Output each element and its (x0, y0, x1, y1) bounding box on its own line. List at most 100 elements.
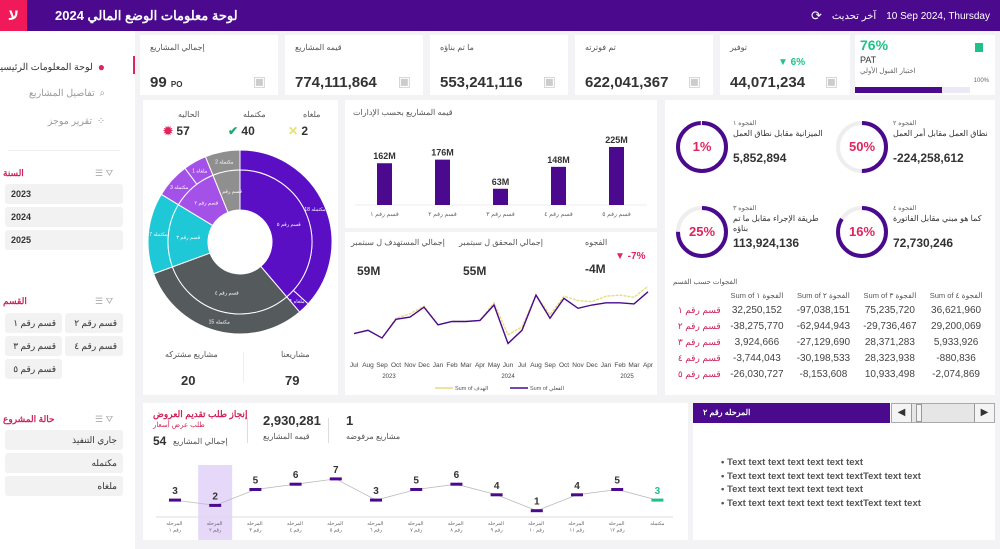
kpi-number: 622,041,367 (585, 74, 669, 91)
table-cell: -27,129,690 (796, 336, 851, 348)
gap-ring (836, 121, 888, 173)
check-circle-icon: ✔ (228, 124, 239, 138)
table-cell: 32,250,152 (731, 304, 782, 316)
filter-year-2023[interactable]: 2023 (5, 184, 123, 204)
kpi-title: توفير (730, 43, 748, 52)
status-value: 2 (301, 124, 309, 138)
x-tick-label: Oct (391, 362, 401, 369)
pie-chart-icon: ● (97, 60, 105, 74)
x-tick-label: Dec (418, 362, 430, 369)
sunburst-inner-segment-label: قسم رقم ٣ (176, 235, 200, 241)
gap-desc: الميزانية مقابل نطاق العمل (733, 129, 823, 138)
table-cell: -29,736,467 (863, 320, 917, 332)
target-value: 59M (357, 264, 381, 278)
filter-section-3[interactable]: قسم رقم ٣ (5, 336, 62, 356)
tender-title: إنجاز طلب تقديم العروض (153, 409, 248, 419)
x-tick-label: المرحله رقم ١١ (568, 521, 585, 534)
filter-status-completed[interactable]: مكتمله (5, 453, 123, 473)
stage-value-label: 7 (333, 465, 339, 476)
stage-marker (530, 509, 543, 513)
gap-ring (676, 121, 728, 173)
pat-card: 76% PAT اختبار القبول الأولي 100% (855, 35, 995, 95)
filter-year-2024[interactable]: 2024 (5, 207, 123, 227)
gap-table: Sum of الفجوة ١ Sum of الفجوة ٢ Sum of الف… (669, 289, 989, 382)
gear-icon: ✹ (163, 124, 174, 138)
kpi-number: 99 (150, 74, 167, 91)
kpi-value: 99 PO (150, 74, 182, 91)
stage-selector[interactable]: المرحله رقم ٢ (693, 403, 890, 423)
sunburst-outer-segment-label: مكتمله 15 (209, 319, 230, 325)
filter-clear-icon[interactable]: ☰ ⛛ (95, 296, 114, 306)
table-row: قسم رقم ٢ -38,275,770 -62,944,943 -29,736,4… (669, 318, 989, 334)
filter-status-in-progress[interactable]: جاري التنفيذ (5, 430, 123, 450)
refresh-icon[interactable]: ⟳ (810, 8, 822, 23)
table-cell: -26,030,727 (730, 368, 784, 380)
magnify-icon: ⌕ (99, 88, 105, 99)
gap-title: الفجوه ٤ (893, 205, 917, 212)
stage-marker (370, 498, 382, 502)
filter-year-2025[interactable]: 2025 (5, 230, 123, 250)
bar-value-label: 162M (373, 151, 396, 161)
sunburst-outer-segment-label: مكتمله 18 (304, 207, 325, 213)
crane-icon: ▣ (542, 73, 556, 89)
x-tick-label: المرحله رقم ٤ (287, 521, 304, 534)
nav-item-project-details[interactable]: ⌕ تفاصيل المشاريع (28, 88, 105, 99)
tender-total: 54 (153, 434, 167, 448)
filter-section-1[interactable]: قسم رقم ١ (5, 313, 62, 333)
tender-sub: طلب عرض أسعار (153, 422, 205, 429)
status-count: ✹ 57 (163, 124, 190, 138)
stage-value-label: 3 (655, 486, 661, 497)
scroll-right-icon[interactable]: ▶ (974, 404, 994, 422)
legend-label: Sum of الهدف (455, 385, 489, 392)
bar-value-label: 225M (605, 135, 628, 145)
sunburst-outer-segment-label: مكتمله 2 (215, 160, 234, 166)
gap-desc: طريقة الإجراء مقابل ما تم بناؤه (733, 214, 819, 233)
stage-value-label: 3 (172, 486, 178, 497)
stage-marker (289, 482, 302, 486)
table-cell: قسم رقم ٢ (677, 320, 721, 331)
status-label: ملغاه (303, 110, 321, 119)
bar (493, 188, 508, 205)
gap-percent: 16% (848, 224, 876, 239)
sunburst-inner-segment-label: قسم رقم ١ (218, 189, 242, 195)
shared-value: 20 (181, 373, 196, 388)
filter-clear-icon[interactable]: ☰ ⛛ (95, 168, 114, 178)
scroll-left-icon[interactable]: ◀ (892, 404, 912, 422)
sunburst-inner-segment (171, 252, 288, 315)
header-bar (0, 0, 1000, 31)
scroll-thumb[interactable] (916, 404, 922, 422)
column-header: Sum of الفجوة ٢ (797, 291, 850, 300)
filter-section-5[interactable]: قسم رقم ٥ (5, 359, 62, 379)
sunburst-inner-segment (212, 169, 241, 213)
table-row: قسم رقم ٣ 3,924,666 -27,129,690 28,371,283 5… (669, 334, 989, 350)
column-header: Sum of الفجوة ٤ (929, 291, 983, 300)
actual-label: إجمالي المحقق ل سبتمبر (459, 238, 543, 247)
x-tick-label: المرحله رقم ١٢ (609, 521, 626, 534)
filter-clear-icon[interactable]: ☰ ⛛ (95, 414, 114, 424)
filter-section-2[interactable]: قسم رقم ٢ (65, 313, 123, 333)
tender-value-label: قيمه المشاريع (263, 432, 310, 441)
kpi-value: 774,111,864 (295, 74, 377, 91)
target-label: إجمالي المستهدف ل سبتمبر (351, 238, 445, 247)
nav-item-dashboard[interactable]: ● لوحة المعلومات الرئيسية (0, 60, 105, 74)
x-tick-label: Dec (586, 362, 598, 369)
current-date: 10 Sep 2024, Thursday (886, 10, 990, 22)
stage-scrollbar[interactable]: ◀ ▶ (891, 403, 995, 423)
nav-item-summary[interactable]: ⁘ تقرير موجز (47, 116, 105, 127)
x-tick-label: Mar (460, 362, 472, 369)
filter-section-4[interactable]: قسم رقم ٤ (65, 336, 123, 356)
bar-value-label: 176M (431, 148, 454, 158)
table-row: قسم رقم ١ 32,250,152 -97,038,151 75,235,720… (669, 302, 989, 318)
x-tick-label: قسم رقم ٢ (428, 212, 457, 218)
stage-marker (490, 493, 503, 497)
stage-marker (329, 477, 342, 481)
chart-title: قيمه المشاريع بحسب الإدارات (353, 108, 453, 117)
filter-status-cancelled[interactable]: ملغاه (5, 476, 123, 496)
x-tick-label: المرحله رقم ٣ (247, 521, 264, 534)
stage-selected: المرحله رقم ٢ (703, 408, 751, 417)
gap-title: الفجوه ٣ (733, 205, 757, 212)
pat-percent: 76% (860, 37, 889, 53)
actual-value: 55M (463, 264, 487, 278)
sunburst-outer-segment-label: ملغاه 1 (290, 299, 305, 305)
gap-title: الفجوه ٢ (893, 120, 917, 127)
